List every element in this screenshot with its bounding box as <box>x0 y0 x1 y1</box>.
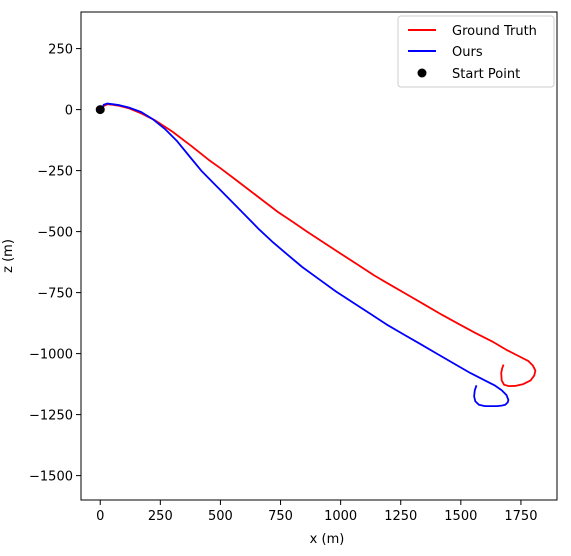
x-tick-label: 500 <box>208 509 233 524</box>
y-tick-label: 250 <box>48 43 73 58</box>
x-tick-label: 1500 <box>444 509 477 524</box>
legend-box <box>397 15 555 88</box>
y-tick-label: −1250 <box>29 409 73 424</box>
y-tick-label: 0 <box>65 104 73 119</box>
y-tick-label: −1000 <box>29 348 73 363</box>
y-tick-label: −250 <box>37 165 73 180</box>
legend-label-start-point: Start Point <box>452 67 520 82</box>
x-tick-label: 1750 <box>504 509 537 524</box>
y-tick-label: −750 <box>37 287 73 302</box>
plot-frame <box>80 11 558 501</box>
plot-area <box>95 102 537 408</box>
x-tick-label: 1000 <box>324 509 357 524</box>
x-axis-label: x (m) <box>310 532 345 547</box>
y-axis-ticks: 250 0 −250 −500 −750 −1000 −1250 −1500 <box>29 43 81 485</box>
x-axis-ticks: 0 250 500 750 1000 1250 1500 1750 <box>96 500 537 524</box>
x-tick-label: 0 <box>96 509 104 524</box>
y-tick-label: −1500 <box>29 470 73 485</box>
series-line-ground-truth <box>100 103 537 388</box>
legend: Ground Truth Ours Start Point <box>397 15 555 88</box>
x-tick-label: 250 <box>148 509 173 524</box>
legend-marker-start-point <box>417 68 427 78</box>
x-tick-label: 750 <box>268 509 293 524</box>
y-axis-label: z (m) <box>1 239 16 273</box>
x-tick-label: 1250 <box>384 509 417 524</box>
legend-label-ours: Ours <box>452 45 483 60</box>
legend-label-ground-truth: Ground Truth <box>452 24 537 39</box>
y-tick-label: −500 <box>37 226 73 241</box>
series-line-ours <box>100 102 510 408</box>
point-start-point <box>95 105 105 115</box>
